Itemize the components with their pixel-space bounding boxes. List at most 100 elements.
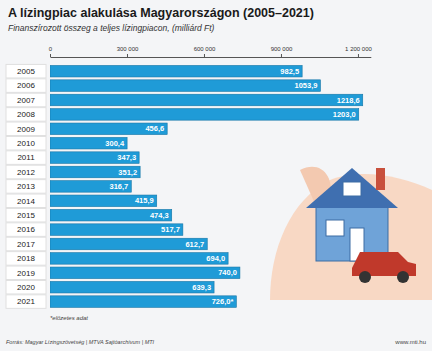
tick-mark xyxy=(50,54,51,57)
data-label: 474,3 xyxy=(150,211,169,220)
category-label: 2007 xyxy=(17,96,35,105)
data-label: 456,6 xyxy=(145,124,164,133)
data-labels: 982,5 1053,9 1218,6 1203,0 456,6 300,4 347,3 35… xyxy=(105,67,359,306)
y-labels: 2005 2006 2007 2008 2009 2010 2011 2012 2013 2014… xyxy=(6,64,46,308)
data-label: 316,7 xyxy=(109,182,128,191)
label-box xyxy=(6,64,46,78)
tick: 900 000 xyxy=(271,46,293,57)
bar xyxy=(50,123,167,135)
bar xyxy=(50,253,228,265)
label-box xyxy=(6,108,46,122)
wheel xyxy=(359,271,371,283)
label-box xyxy=(6,79,46,93)
data-label: 726,0* xyxy=(212,297,234,306)
bar xyxy=(50,281,214,293)
data-label: 612,7 xyxy=(185,240,204,249)
label-box xyxy=(6,93,46,107)
category-label: 2015 xyxy=(17,211,35,220)
tick-label: 600 000 xyxy=(194,46,216,52)
category-label: 2019 xyxy=(17,269,35,278)
bar xyxy=(50,224,183,236)
x-axis: 0 300 000 600 000 900 000 1 200 000 xyxy=(49,46,373,58)
data-label: 1203,0 xyxy=(333,110,356,119)
tick-label: 900 000 xyxy=(271,46,293,52)
category-label: 2014 xyxy=(17,197,35,206)
bar xyxy=(50,109,359,121)
category-label: 2020 xyxy=(17,283,35,292)
axis-line xyxy=(51,57,372,58)
tick-label: 0 xyxy=(49,46,53,52)
subtitle: Finanszírozott összeg a teljes lízingpia… xyxy=(8,23,215,33)
source: Forrás: Magyar Lízingszövetség | MTVA Sa… xyxy=(6,339,155,345)
bar xyxy=(50,195,157,207)
window xyxy=(326,220,344,236)
data-label: 415,9 xyxy=(135,196,154,205)
label-box xyxy=(6,208,46,222)
hand xyxy=(270,174,432,300)
data-label: 1053,9 xyxy=(295,81,318,90)
tick-label: 300 000 xyxy=(117,46,139,52)
tick: 1 200 000 xyxy=(345,46,372,57)
category-label: 2009 xyxy=(17,125,35,134)
category-label: 2016 xyxy=(17,225,35,234)
wheel xyxy=(397,271,409,283)
house-roof xyxy=(306,168,398,208)
tick: 600 000 xyxy=(194,46,216,57)
label-box xyxy=(6,122,46,136)
tick-mark xyxy=(204,54,205,57)
data-label: 740,0 xyxy=(218,268,237,277)
label-box xyxy=(6,180,46,194)
bar xyxy=(50,209,172,221)
bar xyxy=(50,80,320,92)
website: www.mti.hu xyxy=(394,339,426,345)
bar xyxy=(50,238,207,250)
category-label: 2011 xyxy=(17,153,35,162)
data-label: 694,0 xyxy=(206,254,225,263)
category-label: 2013 xyxy=(17,182,35,191)
label-box xyxy=(6,266,46,280)
category-label: 2008 xyxy=(17,110,35,119)
bar xyxy=(50,296,236,308)
category-label: 2006 xyxy=(17,81,35,90)
category-label: 2010 xyxy=(17,139,35,148)
bar xyxy=(50,137,127,149)
label-box xyxy=(6,280,46,294)
data-label: 351,2 xyxy=(118,168,137,177)
data-label: 1218,6 xyxy=(337,96,360,105)
tick-label: 1 200 000 xyxy=(345,46,372,52)
illustration xyxy=(270,167,432,300)
category-label: 2017 xyxy=(17,240,35,249)
label-box xyxy=(6,237,46,251)
label-box xyxy=(6,223,46,237)
label-box xyxy=(6,252,46,266)
data-label: 300,4 xyxy=(105,139,125,148)
data-label: 982,5 xyxy=(280,67,299,76)
bar xyxy=(50,152,139,164)
tick: 0 xyxy=(49,46,53,57)
data-label: 347,3 xyxy=(117,153,136,162)
tick-mark xyxy=(281,54,282,57)
category-label: 2018 xyxy=(17,254,35,263)
data-label: 639,3 xyxy=(192,283,211,292)
category-label: 2005 xyxy=(17,67,35,76)
label-box xyxy=(6,165,46,179)
label-box xyxy=(6,295,46,309)
bar xyxy=(50,267,240,279)
tick: 300 000 xyxy=(117,46,139,57)
tick-mark xyxy=(127,54,128,57)
label-box xyxy=(6,151,46,165)
data-label: 517,7 xyxy=(161,225,180,234)
label-box xyxy=(6,136,46,150)
note: *előzetes adat xyxy=(50,315,88,321)
category-label: 2012 xyxy=(17,168,35,177)
bar xyxy=(50,94,363,106)
bar xyxy=(50,65,302,77)
tick-mark xyxy=(358,54,359,57)
bars xyxy=(50,65,363,307)
label-box xyxy=(6,194,46,208)
chart: A lízingpiac alakulása Magyarországon (2… xyxy=(0,0,432,351)
background xyxy=(0,0,432,351)
title: A lízingpiac alakulása Magyarországon (2… xyxy=(8,6,314,20)
chimney xyxy=(376,168,385,190)
category-label: 2021 xyxy=(17,297,35,306)
